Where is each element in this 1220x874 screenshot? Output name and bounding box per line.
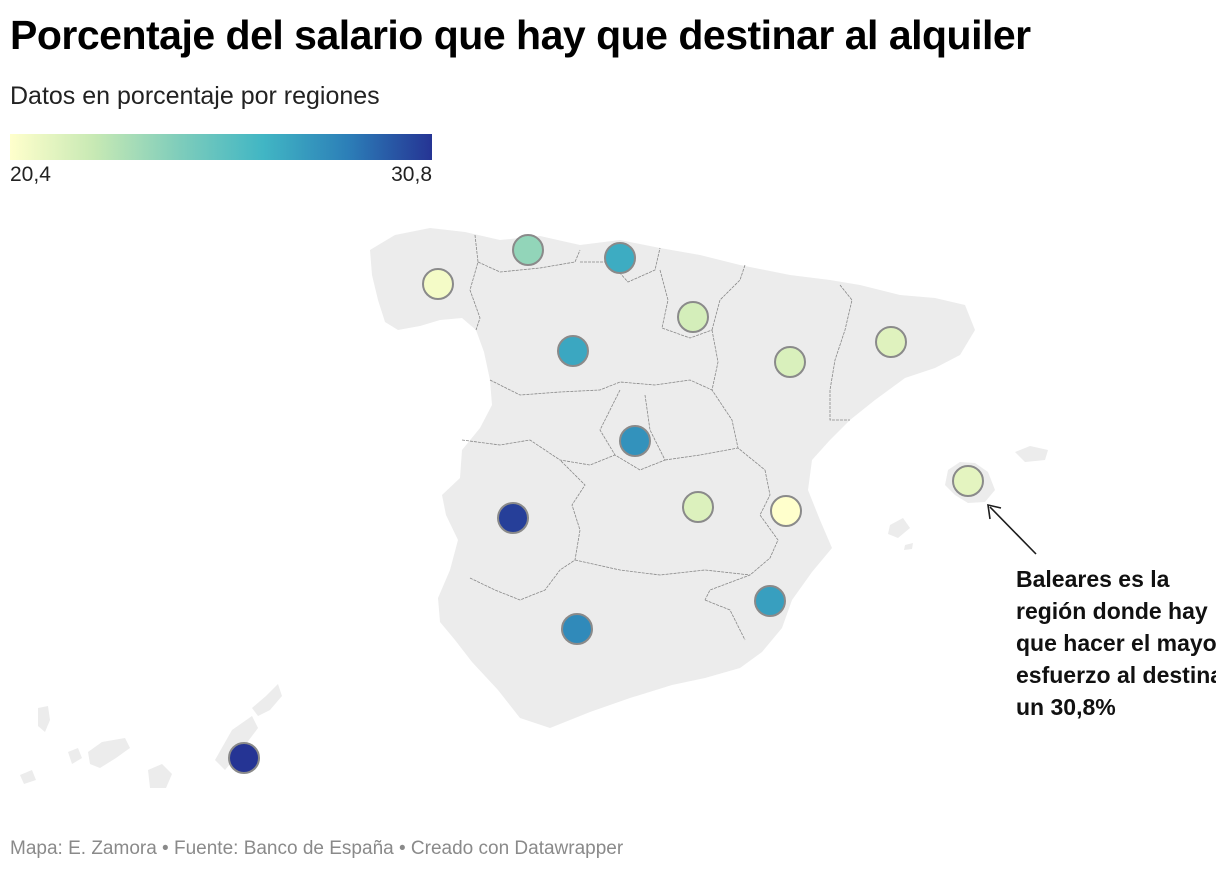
region-symbol[interactable]	[952, 465, 984, 497]
annotation-line: región donde hay	[1016, 598, 1208, 624]
menorca-shape	[1015, 446, 1048, 462]
annotation-arrow	[987, 503, 1037, 555]
baleares-annotation: Baleares es la región donde hay que hacer …	[1016, 563, 1216, 723]
ibiza-shape	[888, 518, 910, 538]
chart-subtitle: Datos en porcentaje por regiones	[10, 82, 380, 110]
annotation-line: un 30,8%	[1016, 694, 1116, 720]
el-hierro-shape	[20, 770, 36, 784]
gran-canaria-shape	[148, 764, 172, 788]
region-symbol[interactable]	[422, 268, 454, 300]
region-symbol[interactable]	[561, 613, 593, 645]
peninsula-shape	[370, 228, 975, 728]
annotation-line: Baleares es la	[1016, 566, 1170, 592]
region-symbols	[228, 234, 984, 774]
annotation-line: esfuerzo al destinar	[1016, 662, 1216, 688]
region-symbol[interactable]	[677, 301, 709, 333]
spain-regions-map	[20, 228, 1048, 788]
land-shapes	[20, 228, 1048, 788]
formentera-shape	[904, 543, 913, 550]
chart-title: Porcentaje del salario que hay que desti…	[10, 12, 1031, 58]
annotation-line: que hacer el mayor	[1016, 630, 1216, 656]
region-symbol[interactable]	[682, 491, 714, 523]
fuerteventura-shape	[215, 716, 258, 770]
region-symbol[interactable]	[228, 742, 260, 774]
region-symbol[interactable]	[774, 346, 806, 378]
la-gomera-shape	[68, 748, 82, 764]
region-symbol[interactable]	[619, 425, 651, 457]
la-palma-shape	[38, 706, 50, 732]
legend-gradient-bar	[10, 134, 432, 160]
region-borders	[461, 234, 853, 641]
tenerife-shape	[88, 738, 130, 768]
region-symbol[interactable]	[557, 335, 589, 367]
region-symbol[interactable]	[497, 502, 529, 534]
region-symbol[interactable]	[754, 585, 786, 617]
legend-min-label: 20,4	[10, 163, 51, 186]
region-symbol[interactable]	[512, 234, 544, 266]
source-footer: Mapa: E. Zamora • Fuente: Banco de Españ…	[10, 838, 624, 859]
color-legend: 20,4 30,8	[10, 134, 432, 187]
legend-max-label: 30,8	[391, 163, 432, 186]
region-symbol[interactable]	[604, 242, 636, 274]
lanzarote-shape	[252, 684, 282, 716]
region-symbol[interactable]	[875, 326, 907, 358]
region-symbol[interactable]	[770, 495, 802, 527]
